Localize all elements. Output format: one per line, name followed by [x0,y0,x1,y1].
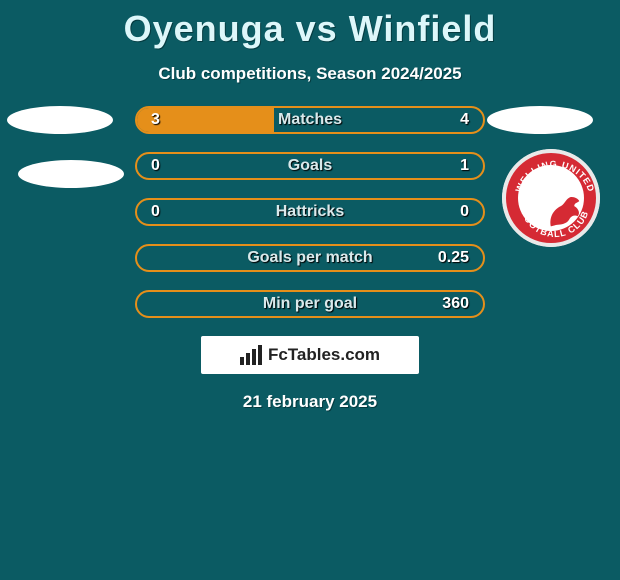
bars-icon [240,345,262,365]
stat-row: Min per goal360 [135,290,485,318]
stat-value-right: 0 [446,200,483,224]
player-left-oval-2 [18,160,124,188]
player-left-oval-1 [7,106,113,134]
badge-outer-ring: WELLING UNITED FOOTBALL CLUB [502,149,600,247]
stat-row: Goals per match0.25 [135,244,485,272]
stat-label: Hattricks [137,200,483,224]
horse-icon [544,191,586,233]
club-badge: WELLING UNITED FOOTBALL CLUB [502,149,600,247]
stat-row: 0Goals1 [135,152,485,180]
brand-text: FcTables.com [268,345,380,365]
stat-label: Goals [137,154,483,178]
stat-label: Matches [137,108,483,132]
stat-value-right: 4 [446,108,483,132]
player-right-oval-1 [487,106,593,134]
stat-row: 0Hattricks0 [135,198,485,226]
page-title: Oyenuga vs Winfield [0,0,620,50]
stat-value-right: 1 [446,154,483,178]
footer-date: 21 february 2025 [0,392,620,412]
stats-chart: WELLING UNITED FOOTBALL CLUB 3Matches40G… [0,106,620,318]
brand-box[interactable]: FcTables.com [201,336,419,374]
subtitle: Club competitions, Season 2024/2025 [0,64,620,84]
stat-value-right: 360 [428,292,483,316]
stat-value-right: 0.25 [424,246,483,270]
stat-row: 3Matches4 [135,106,485,134]
badge-inner-circle [518,165,584,231]
